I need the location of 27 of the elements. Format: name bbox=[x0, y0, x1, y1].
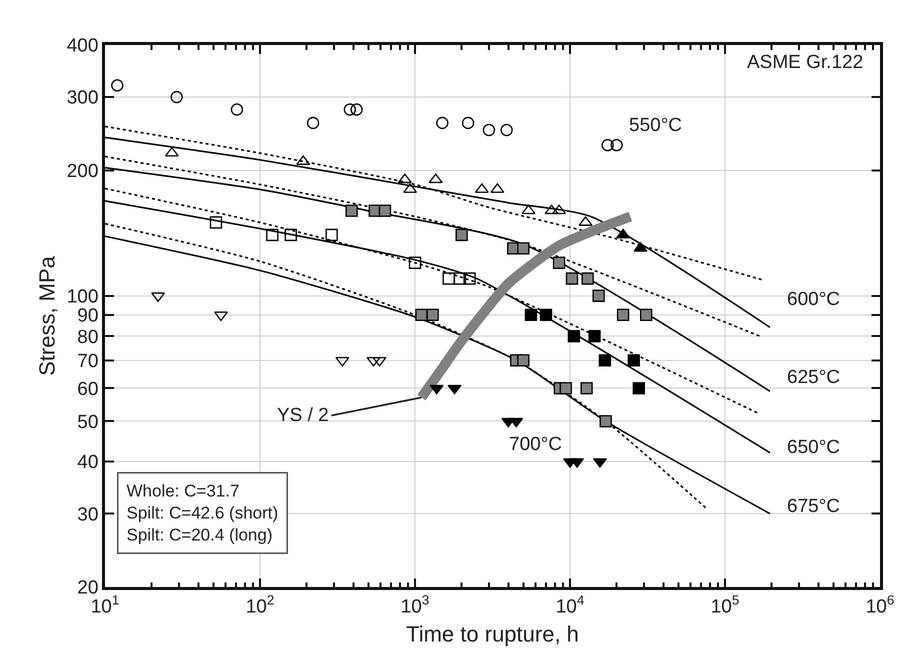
annotation: 675°C bbox=[787, 496, 840, 517]
annotation: 550°C bbox=[629, 115, 682, 136]
y-tick-label: 100 bbox=[66, 286, 98, 308]
annotation: 625°C bbox=[787, 367, 840, 388]
y-tick-label: 50 bbox=[77, 412, 98, 433]
y-tick-label: 200 bbox=[66, 161, 98, 182]
y-tick-label: 40 bbox=[77, 452, 98, 474]
x-tick-label: 10$^{4}$ bbox=[556, 592, 584, 618]
x-tick-label: 10$^{2}$ bbox=[246, 592, 274, 618]
x-tick-label: 10$^{3}$ bbox=[400, 592, 430, 618]
annotation: Whole: C=31.7 Spilt: C=42.6 (short) Spilt: C=20.4 (long) bbox=[126, 482, 278, 545]
y-tick-label: 70 bbox=[77, 351, 98, 372]
y-tick-label: 60 bbox=[77, 378, 98, 400]
y-tick-label: 400 bbox=[66, 36, 98, 57]
y-axis-title: Stress, MPa bbox=[34, 255, 60, 376]
x-tick-label: 10$^{5}$ bbox=[710, 592, 740, 618]
x-axis-title: Time to rupture, h bbox=[406, 621, 579, 646]
y-tick-label: 300 bbox=[66, 88, 98, 109]
y-tick-label: 80 bbox=[77, 326, 98, 348]
annotation: 600°C bbox=[787, 289, 840, 310]
y-tick-label: 90 bbox=[77, 306, 98, 327]
annotation: 650°C bbox=[787, 437, 840, 458]
annotation: YS / 2 bbox=[277, 405, 329, 426]
annotation: 700°C bbox=[509, 434, 562, 455]
y-tick-label: 30 bbox=[77, 504, 98, 526]
x-tick-label: 10$^{6}$ bbox=[866, 592, 894, 618]
annotation: ASME Gr.122 bbox=[747, 52, 864, 73]
